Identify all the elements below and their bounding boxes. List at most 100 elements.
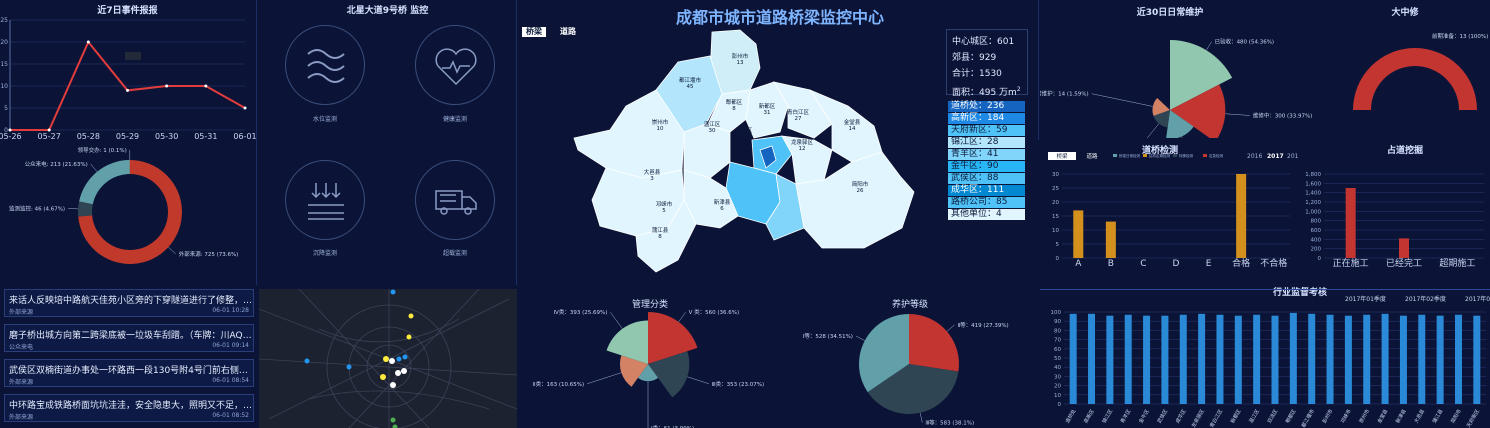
mgmt-title: 管理分类 <box>631 300 668 310</box>
y-tick-label: 25 <box>0 17 8 24</box>
heart-pulse-icon[interactable] <box>415 25 495 105</box>
legend-item[interactable]: 道桥处：236 <box>948 101 1025 112</box>
map-district-name: 金堂县 <box>844 118 861 126</box>
label-line <box>1181 136 1183 138</box>
x-tick-label: 双流区 <box>1266 408 1280 425</box>
legend-item[interactable]: 青羊区：41 <box>948 149 1025 160</box>
legend-item[interactable]: 路桥公司：85 <box>948 197 1025 208</box>
news-date: 06-01 08:52 <box>212 412 249 419</box>
news-item[interactable]: 武侯区双楠街道办事处一环路西一段130号附4号门前右侧5米处人... 外部来源 06… <box>4 359 254 387</box>
bar <box>1088 313 1096 404</box>
x-tick-label: 温江区 <box>1247 408 1261 425</box>
bar <box>1105 221 1116 258</box>
overload-truck-icon[interactable] <box>415 160 495 240</box>
x-tick-label: B <box>1108 259 1114 269</box>
pie-slice <box>1152 98 1170 116</box>
panel-border <box>257 0 517 285</box>
bar <box>1198 313 1206 404</box>
label-line <box>68 208 79 210</box>
map-district-count: 14 <box>849 126 856 132</box>
legend-item[interactable]: 锦江区：28 <box>948 137 1025 148</box>
legend-item[interactable]: 其他单位：4 <box>948 209 1025 220</box>
settlement-icon[interactable] <box>285 160 365 240</box>
tab-road: 道路 <box>1086 152 1098 160</box>
x-tick-label: 超期施工 <box>1439 257 1475 269</box>
y-tick-label: 1,800 <box>1305 172 1321 178</box>
legend-item[interactable]: 天府新区：59 <box>948 125 1025 136</box>
legend-item[interactable]: 金牛区：90 <box>948 161 1025 172</box>
slice-label: Ⅱ类：163 (10.65%) <box>533 380 584 388</box>
slice-label: 非日常维护：14 (1.59%) <box>1040 90 1089 98</box>
slice-label: 外部来源: 725 (73.6%) <box>179 250 239 258</box>
news-title: 中环路宝成铁路桥面坑坑洼洼，安全隐患大，照明又不足，且夜间... <box>9 401 253 411</box>
bar <box>1106 315 1114 404</box>
year-tab: 2016 <box>1247 153 1262 160</box>
panel-border <box>0 0 257 285</box>
legend-label: 结构定期检测 <box>1149 153 1170 158</box>
slice-label: 公众来电: 213 (21.63%) <box>25 160 88 168</box>
legend-label: 应急检测 <box>1209 153 1224 158</box>
x-tick-label: 05-26 <box>0 132 22 141</box>
panel-divider <box>1040 289 1490 290</box>
tab-road[interactable]: 道路 <box>560 27 576 36</box>
pie-slice <box>79 160 130 205</box>
news-date: 06-01 09:14 <box>212 342 249 349</box>
legend-swatch <box>1173 154 1177 157</box>
maintenance-title: 近30日日常维护 <box>1136 8 1204 18</box>
x-tick-label: 锦江区 <box>1101 408 1115 425</box>
x-tick-label: 青白江区 <box>1208 408 1224 428</box>
slice-label: Ⅲ类：353 (23.07%) <box>712 380 764 388</box>
x-tick-label: 都江堰市 <box>1300 408 1316 428</box>
occupy-title: 占道挖掘 <box>1386 146 1423 156</box>
map-district-count: 13 <box>737 60 744 66</box>
legend-label: 特殊检测 <box>1179 153 1194 158</box>
news-item[interactable]: 中环路宝成铁路桥面坑坑洼洼，安全隐患大，照明又不足，且夜间... 外部来源 06-0… <box>4 394 254 422</box>
map-district-name: 温江区 <box>704 120 721 128</box>
x-tick-label: 成华区 <box>1174 408 1188 425</box>
x-tick-label: 已经完工 <box>1386 257 1422 269</box>
news-title: 武侯区双楠街道办事处一环路西一段130号附4号门前右侧5米处人... <box>9 366 253 376</box>
panel-border <box>1038 0 1490 140</box>
map-district-name: 龙泉驿区 <box>791 138 814 146</box>
tab-bridge[interactable]: 桥梁 <box>522 27 546 37</box>
y-tick-label: 20 <box>1054 384 1061 390</box>
label-line <box>1146 123 1160 138</box>
legend-item[interactable]: 武侯区：88 <box>948 173 1025 184</box>
bar <box>1418 314 1426 404</box>
x-tick-label: 天府新区 <box>1465 408 1481 428</box>
bar <box>1289 312 1297 404</box>
dark-map[interactable] <box>259 289 517 428</box>
map-district-count: 27 <box>795 116 802 122</box>
slice-label: Ⅰ类：61 (3.99%) <box>651 424 694 428</box>
data-point <box>8 128 12 132</box>
slice-label: 监测监控: 46 (4.67%) <box>9 204 65 212</box>
map-district-count: 5 <box>662 208 666 214</box>
news-title: 来话人反映培中路航天佳苑小区旁的下穿隧道进行了修整，但修整... <box>9 296 253 306</box>
y-tick-label: 90 <box>1054 319 1061 325</box>
label-line <box>919 412 923 423</box>
bar <box>1454 314 1462 404</box>
events-line-chart: 0 5 10 15 20 25 05-26 05-27 05-28 05-29 05-30 05-31… <box>0 17 257 141</box>
legend-item[interactable]: 成华区：111 <box>948 185 1025 196</box>
news-item[interactable]: 磨子桥出城方向第二跨梁底被一垃圾车刮蹭。（车牌：川AQ2892） 公众来电 06-0… <box>4 324 254 352</box>
tab-bg <box>1048 152 1076 160</box>
news-item[interactable]: 来话人反映培中路航天佳苑小区旁的下穿隧道进行了修整，但修整... 外部来源 06-0… <box>4 289 254 317</box>
water-wave-icon[interactable] <box>285 25 365 105</box>
label-line <box>687 376 709 385</box>
grade-pie-chart: Ⅱ等：419 (27.39%) Ⅲ等：583 (38.1%) Ⅰ等：528 (34.… <box>803 314 1009 427</box>
legend-item[interactable]: 高新区：184 <box>948 113 1025 124</box>
pie-slice <box>619 355 648 387</box>
y-tick-label: 1,200 <box>1305 200 1321 206</box>
data-point <box>47 128 51 132</box>
map-district-name: 大邑县 <box>644 168 661 176</box>
x-tick-label: 崇州市 <box>1357 408 1371 425</box>
monitor-label: 沉降监测 <box>312 250 337 257</box>
bar <box>1271 315 1279 404</box>
pie-slice <box>1170 40 1233 110</box>
map-district-name: 都江堰市 <box>679 76 702 84</box>
x-tick-label: 05-29 <box>116 132 139 141</box>
y-tick-label: 40 <box>1054 365 1061 371</box>
maintenance-rose-chart: 已验收：480 (54.36%)维修中：300 (33.97%)一级验收：82 … <box>1040 38 1312 138</box>
bar <box>1161 315 1169 404</box>
